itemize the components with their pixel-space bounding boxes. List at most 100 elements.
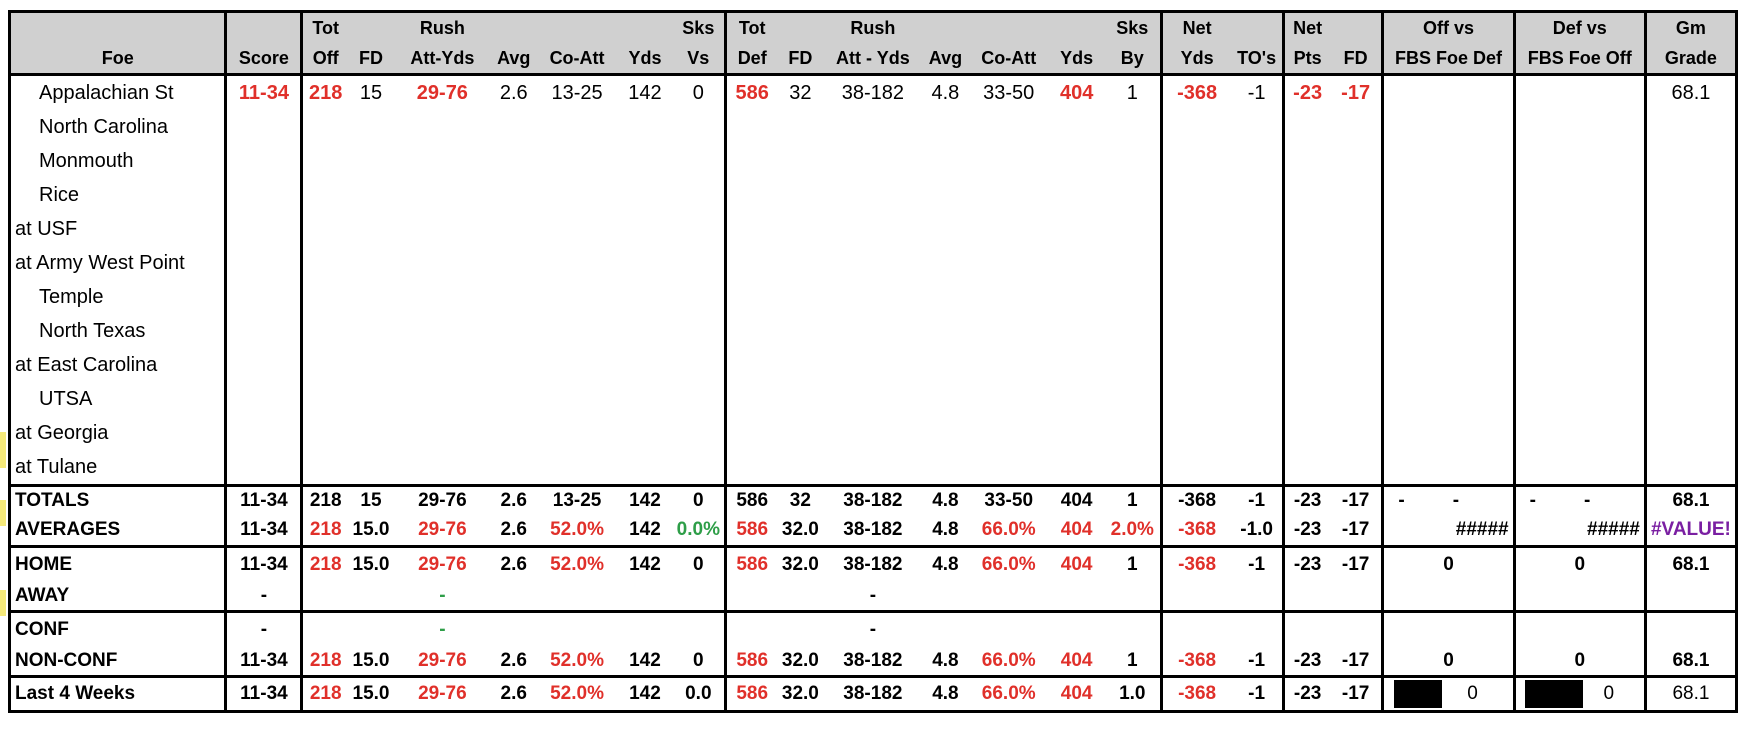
stat-cell: 15.0: [347, 647, 395, 678]
stat-cell: [394, 382, 491, 416]
stat-cell: [537, 382, 618, 416]
stat-cell: [348, 212, 394, 246]
stat-cell: [1231, 110, 1284, 144]
stat-cell: [724, 246, 778, 280]
stat-cell: [224, 178, 302, 212]
header-cell: Vs: [672, 43, 726, 76]
stat-cell: [922, 212, 968, 246]
stat-cell: [224, 280, 302, 314]
stat-cell: [1160, 178, 1231, 212]
stat-cell: [1230, 450, 1284, 487]
stat-cell: [1643, 314, 1739, 348]
stat-cell: -23: [1282, 515, 1330, 548]
stat-cell: [922, 280, 968, 314]
stat-cell: [1104, 280, 1162, 314]
header-cell: Yds: [617, 43, 673, 76]
stat-cell: -17: [1329, 515, 1383, 548]
stat-cell: [537, 280, 618, 314]
stat-cell: [777, 110, 823, 144]
stat-cell: [348, 280, 394, 314]
stat-cell: 0: [1381, 647, 1515, 678]
stat-cell: [1512, 144, 1646, 178]
off-vs-fbs-cell: 0: [1381, 676, 1515, 713]
header-cell: Att-Yds: [394, 43, 491, 76]
stat-cell: [777, 612, 823, 648]
stat-cell: 38-182: [843, 554, 903, 575]
stat-cell: [300, 382, 348, 416]
header-cell: [1230, 10, 1284, 43]
stat-cell: -368: [1160, 676, 1231, 713]
stat-cell: 38-182: [841, 81, 905, 104]
stat-cell: 29-76: [394, 647, 491, 678]
stat-cell: [300, 178, 348, 212]
summary-row-averages: AVERAGES 11-34 218 15.0 29-76 2.6 52.0% 142 0.0%…: [7, 515, 1739, 548]
header-cell: Att - Yds: [823, 43, 923, 76]
stat-cell: [1643, 246, 1739, 280]
stat-cell: [1330, 416, 1383, 450]
stat-cell: [348, 416, 394, 450]
stat-cell: 32.0: [777, 515, 824, 548]
stat-cell: [922, 178, 968, 212]
stat-cell: 142: [617, 647, 673, 678]
stat-cell: [777, 450, 824, 487]
stat-cell: [673, 382, 726, 416]
stat-cell: [673, 314, 726, 348]
stat-cell: [1512, 246, 1646, 280]
stat-cell: [1049, 450, 1105, 487]
stat-cell: 38-182: [823, 676, 923, 713]
stat-cell: [491, 612, 537, 648]
dash: -: [1529, 490, 1536, 511]
header-cell: Grade: [1643, 43, 1739, 76]
stat-cell: 4.8: [922, 676, 969, 713]
stat-cell: 0: [672, 647, 726, 678]
stat-cell: -: [394, 582, 491, 613]
stat-cell: [300, 280, 348, 314]
header-cell: Score: [224, 43, 302, 76]
stat-cell: [777, 246, 823, 280]
stat-cell: [968, 382, 1049, 416]
stat-cell: [1381, 314, 1515, 348]
stat-cell: 2.6: [490, 515, 537, 548]
stat-cell: -368: [1160, 546, 1231, 582]
foe-name: UTSA: [7, 382, 226, 416]
row-label: HOME: [7, 546, 226, 582]
stat-cell: 66.0%: [968, 676, 1050, 713]
stat-cell: [968, 582, 1050, 613]
stat-cell: 0: [692, 81, 704, 104]
stat-cell: [1049, 110, 1104, 144]
stat-cell: [823, 144, 922, 178]
stat-cell: [673, 144, 726, 178]
stat-cell: [1643, 144, 1739, 178]
stat-cell: [1282, 280, 1330, 314]
stat-cell: 1: [1126, 81, 1138, 104]
stat-cell: 11-34: [224, 676, 302, 713]
stat-cell: [1160, 212, 1231, 246]
stat-cell: [1104, 416, 1162, 450]
stat-cell: [673, 416, 726, 450]
stat-cell: 4.8: [922, 515, 969, 548]
stat-cell: [968, 450, 1050, 487]
stat-cell: [1643, 280, 1739, 314]
stat-cell: [617, 110, 672, 144]
stat-cell: [823, 110, 922, 144]
stat-cell: [1330, 314, 1383, 348]
stat-cell: [724, 212, 778, 246]
stat-cell: [1104, 314, 1162, 348]
stat-cell: [1282, 246, 1330, 280]
stat-cell: [1160, 280, 1231, 314]
game-row: North Carolina: [7, 110, 1739, 144]
stat-cell: [1643, 178, 1739, 212]
stats-sheet: Tot Rush Sks Tot Rush Sks Net Net Off vs Def vs Gm…: [7, 10, 1739, 722]
stat-cell: 142: [617, 515, 673, 548]
row-label: AVERAGES: [7, 515, 226, 548]
stat-cell: [394, 280, 491, 314]
stat-cell: 68.1: [1643, 484, 1739, 515]
season-stats-table: Tot Rush Sks Tot Rush Sks Net Net Off vs Def vs Gm…: [7, 10, 1739, 713]
stat-cell: [224, 314, 302, 348]
stat-cell: 1: [1104, 484, 1162, 515]
stat-cell: [777, 178, 823, 212]
header-cell: Sks: [1104, 10, 1162, 43]
stat-cell: [1231, 314, 1284, 348]
stat-cell: 11-34: [224, 74, 302, 110]
foe-name: at Army West Point: [7, 246, 226, 280]
